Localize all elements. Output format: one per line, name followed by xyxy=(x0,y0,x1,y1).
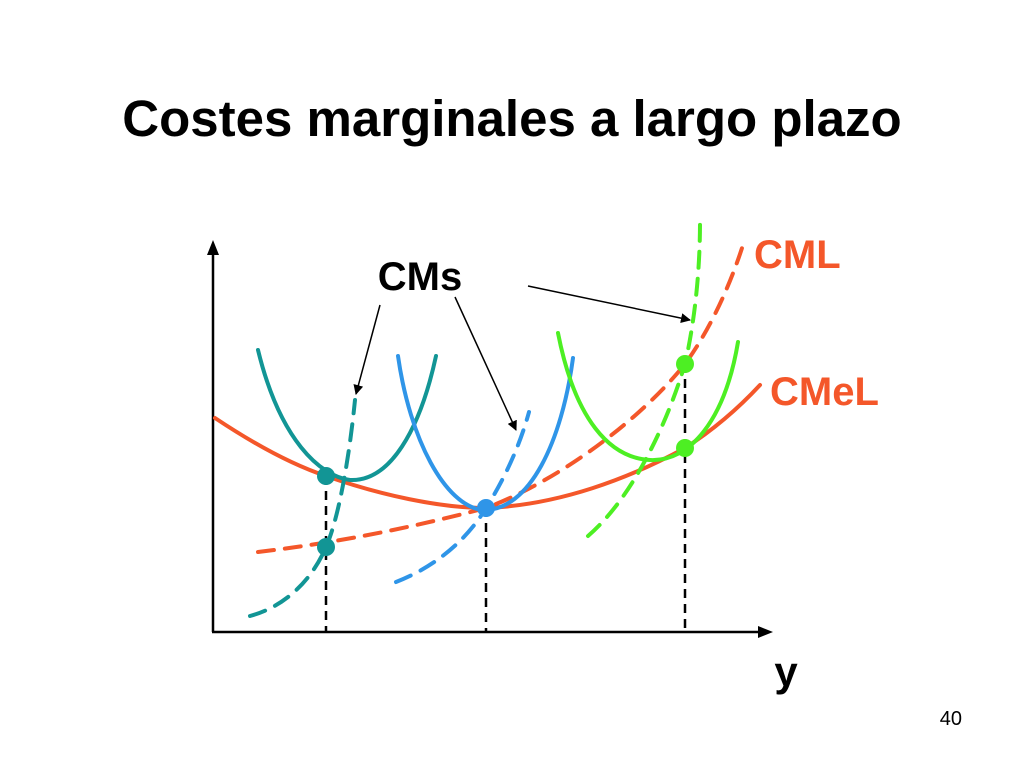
short-run-marginal-cost-curve-3 xyxy=(586,220,702,538)
pointer-arrow-1 xyxy=(353,304,381,395)
slide-title: Costes marginales a largo plazo xyxy=(122,90,902,147)
pointer-arrow-2 xyxy=(454,296,517,431)
long-run-marginal-cost-curve xyxy=(256,246,744,554)
y-axis-arrowhead xyxy=(207,240,219,255)
point-marginal-1 xyxy=(317,538,335,556)
long-run-marginal-cost-label: CML xyxy=(754,233,841,277)
page-number: 40 xyxy=(939,708,962,730)
intersection-points xyxy=(317,355,694,556)
pointer-arrows xyxy=(353,285,691,431)
axes xyxy=(207,240,773,638)
short-run-average-cost-curve-3 xyxy=(556,331,740,463)
point-tangency-2 xyxy=(477,499,495,517)
pointer-arrow-3 xyxy=(527,285,691,324)
long-run-average-cost-label: CMeL xyxy=(770,370,879,414)
x-axis-label: y xyxy=(774,648,798,695)
short-run-average-cost-curve-2 xyxy=(396,354,575,513)
x-axis-arrowhead xyxy=(758,626,773,638)
short-run-marginal-cost-curve-1 xyxy=(248,398,357,618)
point-tangency-3 xyxy=(676,439,694,457)
short-run-marginal-cost-label: CMs xyxy=(378,255,462,299)
point-marginal-3 xyxy=(676,355,694,373)
short-run-average-cost-curve-1 xyxy=(256,348,438,483)
point-tangency-1 xyxy=(317,467,335,485)
